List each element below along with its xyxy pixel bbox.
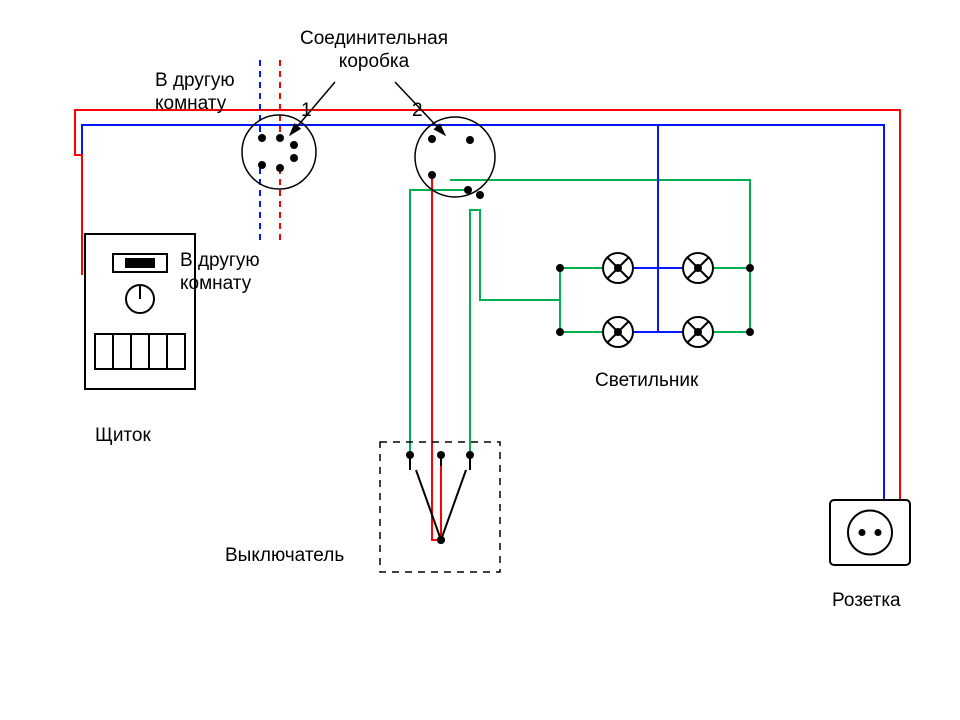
label-lamp: Светильник: [595, 370, 698, 393]
label-other-room-up: В другую комнату: [155, 70, 235, 116]
label-socket: Розетка: [832, 590, 901, 613]
label-panel: Щиток: [95, 425, 151, 448]
wiring-diagram: [0, 0, 960, 720]
label-box2: 2: [412, 100, 423, 123]
label-junction: Соединительная коробка: [300, 28, 448, 74]
label-switch: Выключатель: [225, 545, 344, 568]
label-box1: 1: [301, 100, 312, 123]
label-other-room-down: В другую комнату: [180, 250, 260, 296]
